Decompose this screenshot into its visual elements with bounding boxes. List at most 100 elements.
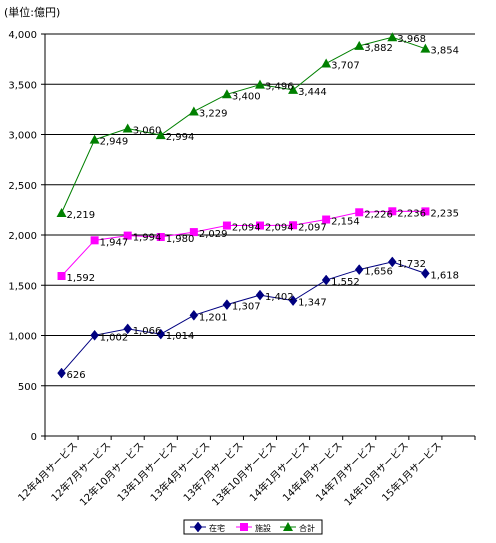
y-axis-tick-labels: 0 500 1,000 1,500 2,000 2,500 3,000 3,500 4,000	[8, 30, 37, 443]
data-label: 2,219	[67, 210, 96, 221]
marker-diamond	[57, 367, 66, 379]
marker-triangle	[56, 207, 67, 217]
data-label: 2,236	[397, 208, 426, 219]
data-label: 2,235	[430, 208, 459, 219]
data-label: 1,994	[133, 233, 162, 244]
data-label: 3,854	[430, 46, 459, 57]
data-label: 2,029	[199, 229, 228, 240]
data-label: 2,949	[100, 137, 129, 148]
marker-square	[388, 207, 397, 216]
data-label: 1,002	[100, 332, 129, 343]
marker-diamond	[421, 267, 430, 279]
y-tick-label: 1,500	[8, 281, 37, 292]
legend-label: 施設	[255, 523, 271, 533]
marker-diamond	[288, 295, 298, 307]
data-label: 1,947	[100, 237, 129, 248]
data-label: 3,707	[331, 60, 360, 71]
gridlines	[45, 33, 475, 387]
x-tick-label: 13年7月サービス	[180, 439, 245, 504]
x-tick-label: 13年4月サービス	[147, 439, 212, 504]
data-label: 1,347	[298, 298, 327, 309]
marker-diamond	[189, 309, 199, 321]
x-tick-label: 14年1月サービス	[247, 439, 312, 504]
marker-triangle	[420, 43, 431, 53]
y-tick-label: 3,500	[8, 80, 37, 91]
data-label: 3,882	[364, 43, 393, 54]
data-label: 1,732	[397, 259, 426, 270]
data-label: 1,656	[364, 267, 393, 278]
marker-triangle	[387, 32, 398, 42]
marker-triangle	[221, 89, 232, 99]
marker-square	[289, 221, 298, 230]
y-tick-label: 1,000	[8, 332, 37, 343]
x-tick-label: 14年7月サービス	[313, 439, 378, 504]
marker-triangle	[255, 79, 265, 89]
legend-marker-diamond	[193, 521, 203, 533]
marker-square	[421, 207, 430, 216]
data-label: 3,444	[298, 87, 327, 98]
data-label: 3,968	[397, 34, 426, 45]
data-label: 3,496	[265, 82, 294, 93]
data-label: 2,226	[364, 209, 393, 220]
legend-marker-square	[240, 523, 248, 531]
marker-triangle	[321, 58, 332, 68]
series-line-2	[61, 210, 426, 277]
data-label: 2,154	[331, 217, 360, 228]
data-label: 1,014	[166, 331, 195, 342]
marker-square	[156, 233, 165, 242]
data-label: 1,618	[430, 270, 459, 281]
marker-diamond	[255, 289, 265, 301]
y-tick-label: 0	[31, 432, 37, 443]
data-label: 1,201	[199, 312, 228, 323]
series-markers	[56, 32, 431, 379]
y-tick-label: 4,000	[8, 30, 37, 41]
marker-square	[322, 215, 331, 224]
data-label: 2,094	[232, 223, 261, 234]
legend-marker-triangle	[283, 522, 293, 531]
marker-diamond	[321, 274, 331, 286]
legend-label: 合計	[299, 523, 315, 533]
series-line-1	[61, 261, 426, 374]
marker-diamond	[123, 323, 133, 335]
axes	[41, 33, 476, 440]
data-label: 3,229	[199, 108, 228, 119]
data-labels: 626 1,002 1,066 1,014 1,201 1,307 1,402 1,347 1,…	[67, 34, 459, 381]
marker-diamond	[90, 329, 99, 341]
marker-square	[123, 231, 132, 240]
series-lines	[61, 36, 426, 374]
y-tick-label: 2,500	[8, 181, 37, 192]
legend: 在宅 施設 合計	[183, 519, 323, 535]
marker-triangle	[354, 40, 365, 50]
data-label: 1,307	[232, 302, 261, 313]
marker-square	[57, 272, 66, 281]
data-label: 2,094	[265, 223, 294, 234]
marker-square	[222, 221, 231, 230]
data-label: 626	[67, 370, 86, 381]
data-label: 1,552	[331, 277, 360, 288]
data-label: 2,994	[166, 132, 195, 143]
data-label: 3,060	[133, 125, 162, 136]
data-label: 3,400	[232, 91, 261, 102]
y-tick-label: 3,000	[8, 131, 37, 142]
series-line-3	[61, 36, 426, 214]
x-tick-label: 12年7月サービス	[48, 439, 113, 504]
marker-square	[355, 208, 364, 217]
x-tick-label: 12年4月サービス	[15, 439, 80, 504]
legend-label: 在宅	[209, 523, 225, 533]
marker-triangle	[122, 123, 133, 133]
x-axis-tick-labels: 12年4月サービス12年7月サービス12年10月サービス13年1月サービス13年…	[15, 439, 444, 509]
y-tick-label: 2,000	[8, 231, 37, 242]
marker-triangle	[288, 84, 299, 94]
data-label: 2,097	[298, 222, 327, 233]
marker-diamond	[222, 299, 232, 311]
marker-diamond	[354, 264, 364, 275]
marker-diamond	[156, 328, 166, 340]
data-label: 1,980	[166, 234, 195, 245]
y-tick-label: 500	[18, 382, 37, 393]
x-tick-label: 15年1月サービス	[379, 439, 444, 504]
data-label: 1,066	[133, 326, 162, 337]
data-label: 1,592	[67, 273, 96, 284]
marker-diamond	[387, 256, 397, 268]
data-label: 1,402	[265, 292, 294, 303]
